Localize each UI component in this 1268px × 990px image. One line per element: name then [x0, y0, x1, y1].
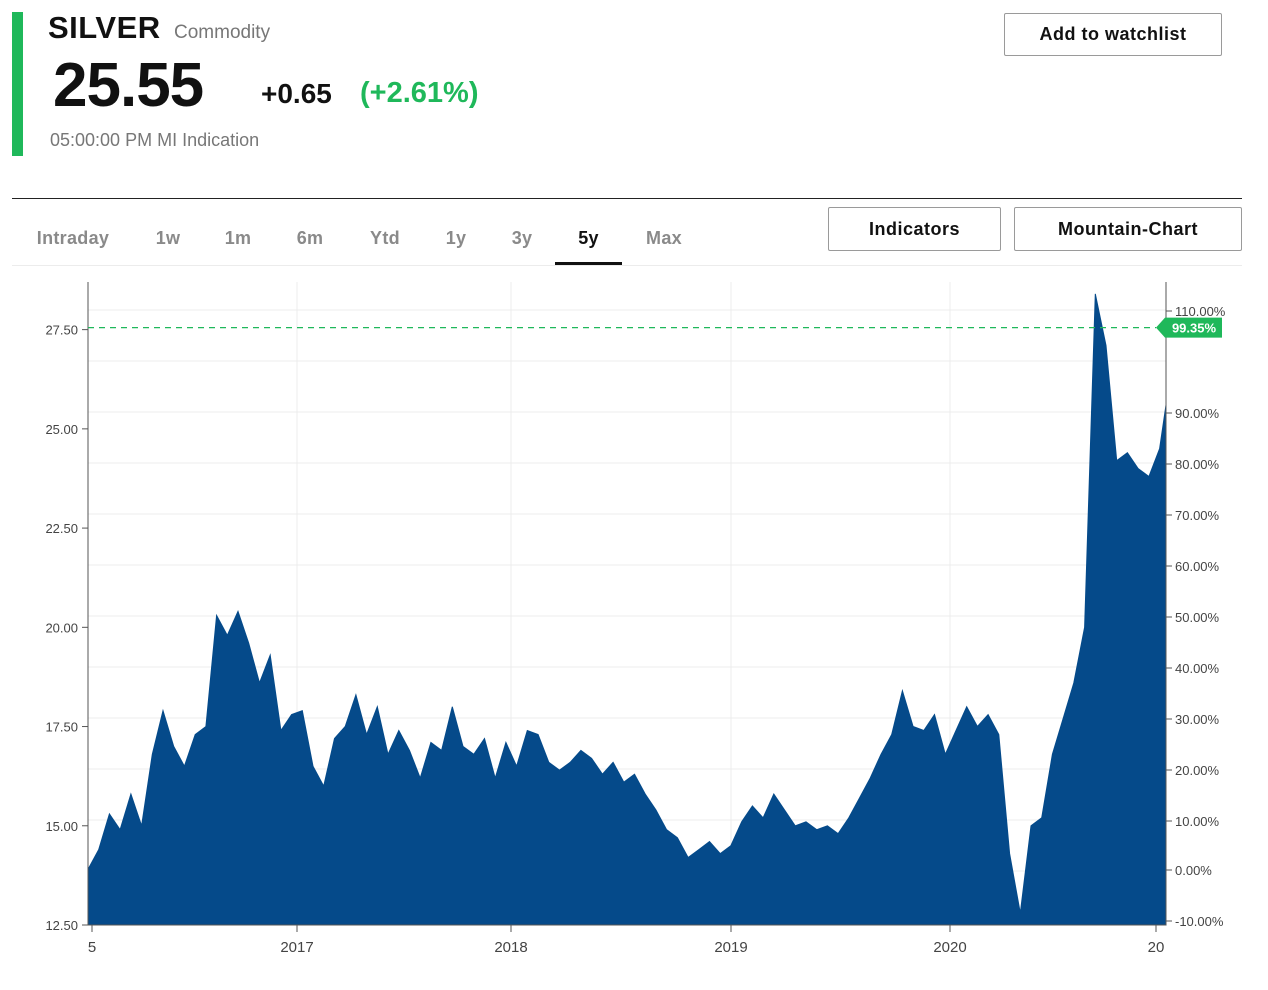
y-right-tick-label: 80.00% [1175, 457, 1220, 472]
price-change-percent: (+2.61%) [360, 77, 479, 109]
y-right-tick-label: 90.00% [1175, 406, 1220, 421]
x-tick-label: 2020 [933, 939, 966, 956]
chart-svg: 12.50 15.00 17.50 20.00 22.50 25.00 27.50 -10.0… [45, 282, 1226, 956]
y-right-tick-label: -10.00% [1175, 914, 1224, 929]
tab-1w[interactable]: 1w [155, 227, 181, 248]
y-right-tick-label: 20.00% [1175, 763, 1220, 778]
y-right-tick-label: 50.00% [1175, 610, 1220, 625]
y-right-tick-label: 60.00% [1175, 559, 1220, 574]
tabs-underline [12, 265, 1242, 266]
y-right-tick-label: 40.00% [1175, 661, 1220, 676]
accent-bar [12, 12, 23, 156]
x-tick-label: 2019 [714, 939, 747, 956]
tab-ytd[interactable]: Ytd [370, 227, 400, 248]
tab-5y[interactable]: 5y [555, 214, 622, 265]
y-right-tick-label: 0.00% [1175, 863, 1212, 878]
chart-type-button[interactable]: Mountain-Chart [1014, 207, 1242, 251]
ticker-symbol: SILVER [48, 10, 161, 45]
tab-intraday[interactable]: Intraday [36, 227, 110, 248]
y-tick-label: 15.00 [45, 819, 78, 834]
x-tick-label: 2017 [280, 939, 313, 956]
price-change: +0.65 [261, 78, 332, 109]
y-right-tick-label: 30.00% [1175, 712, 1220, 727]
y-right-tick-label: 70.00% [1175, 508, 1220, 523]
tab-3y[interactable]: 3y [511, 227, 533, 248]
tab-1y[interactable]: 1y [445, 227, 467, 248]
y-tick-label: 20.00 [45, 620, 78, 635]
y-tick-label: 22.50 [45, 521, 78, 536]
x-tick-label: 20 [1148, 939, 1165, 956]
asset-type-label: Commodity [174, 22, 271, 43]
tab-6m[interactable]: 6m [296, 227, 324, 248]
y-right-tick-label: 110.00% [1175, 304, 1226, 319]
y-tick-label: 27.50 [45, 323, 78, 338]
y-tick-label: 12.50 [45, 918, 78, 933]
y-tick-label: 17.50 [45, 720, 78, 735]
indicators-button[interactable]: Indicators [828, 207, 1001, 251]
price-area [87, 293, 1167, 926]
reference-badge [1156, 317, 1222, 338]
x-tick-label: 2018 [494, 939, 527, 956]
tab-1m[interactable]: 1m [224, 227, 252, 248]
y-tick-label: 25.00 [45, 422, 78, 437]
price-chart: 12.50 15.00 17.50 20.00 22.50 25.00 27.50 -10.0… [0, 270, 1268, 985]
quote-timestamp: 05:00:00 PM MI Indication [50, 130, 260, 150]
last-price: 25.55 [53, 51, 204, 120]
header-divider [12, 198, 1242, 199]
range-tabs: Intraday 1w 1m 6m Ytd 1y 3y 5y Max [12, 214, 812, 265]
x-tick-label: 5 [88, 939, 96, 956]
y-right-tick-label: 10.00% [1175, 814, 1220, 829]
reference-badge-label: 99.35% [1172, 321, 1217, 336]
tab-max[interactable]: Max [646, 227, 682, 248]
add-to-watchlist-button[interactable]: Add to watchlist [1004, 13, 1222, 56]
